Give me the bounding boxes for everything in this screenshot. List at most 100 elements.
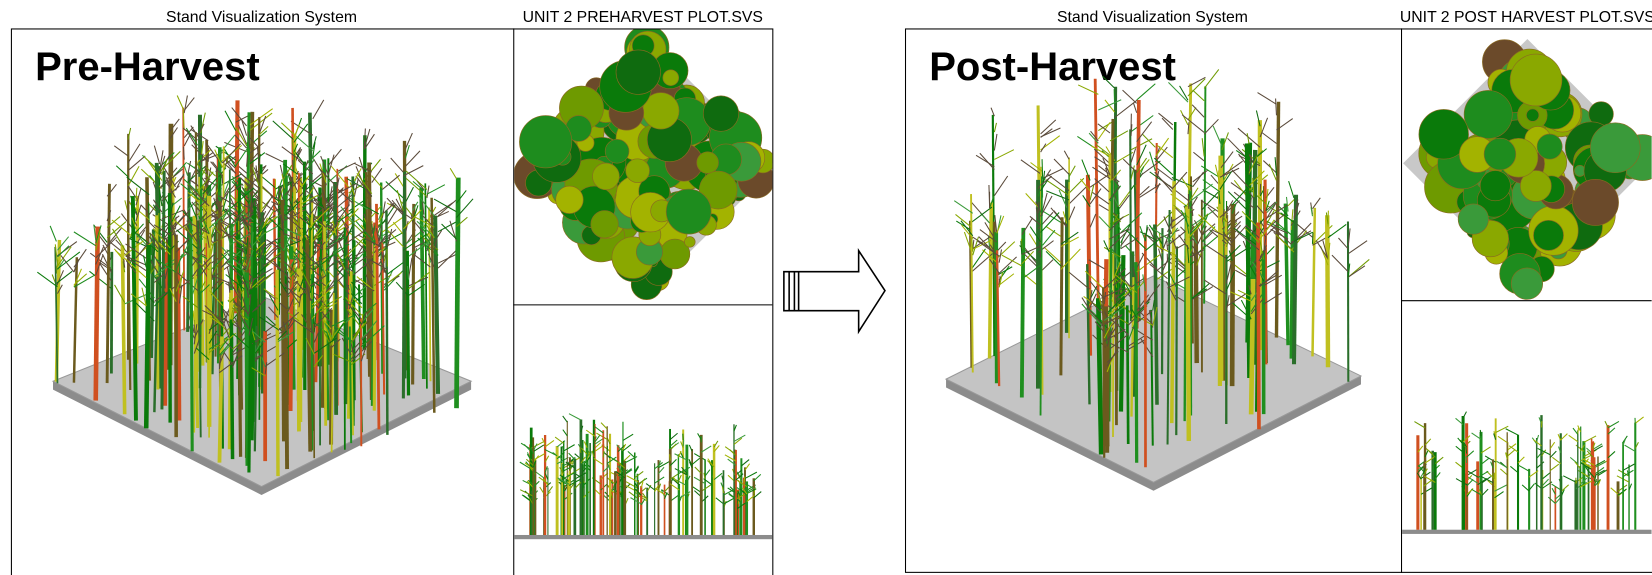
branch: [535, 472, 543, 478]
tree-trunk: [209, 318, 210, 437]
tree-trunk: [990, 203, 992, 359]
branch: [1312, 198, 1320, 209]
branch: [382, 201, 385, 217]
branch: [1348, 241, 1367, 254]
branch: [116, 166, 128, 177]
tree-trunk: [413, 204, 414, 385]
branch: [626, 485, 638, 491]
branch: [1348, 266, 1365, 277]
branch: [1562, 485, 1569, 491]
branch: [1467, 471, 1478, 477]
crown: [626, 159, 650, 183]
tree-trunk: [369, 163, 372, 400]
branch: [1022, 218, 1033, 235]
branch: [1231, 183, 1247, 195]
tree-trunk: [353, 240, 354, 426]
branch: [1061, 249, 1081, 269]
branch: [1168, 82, 1188, 102]
branch: [74, 232, 96, 246]
branch: [670, 454, 671, 460]
branch: [972, 207, 992, 222]
crown: [684, 237, 695, 248]
branch: [328, 149, 341, 165]
branch: [1570, 457, 1578, 463]
branch: [313, 100, 324, 119]
branch: [1131, 139, 1152, 150]
branch: [745, 472, 757, 478]
tree-trunk: [403, 171, 404, 398]
tree-trunk: [1258, 223, 1259, 430]
branch: [1041, 128, 1061, 137]
branch: [177, 96, 184, 112]
branch: [1064, 151, 1069, 159]
branch: [1508, 450, 1515, 456]
crown: [1533, 220, 1563, 250]
branch: [1104, 240, 1109, 252]
branch: [741, 460, 749, 466]
branch: [372, 168, 382, 182]
branch: [1584, 436, 1596, 442]
branch: [675, 454, 687, 460]
branch: [1204, 69, 1219, 88]
tree-trunk: [191, 217, 192, 451]
file-title: UNIT 2 PREHARVEST PLOT.SVS: [523, 9, 763, 26]
branch: [1338, 238, 1348, 249]
branch: [1550, 464, 1559, 470]
branch: [1550, 451, 1556, 457]
branch: [569, 414, 581, 420]
tree-trunk: [249, 289, 251, 472]
branch: [438, 249, 457, 268]
branch: [1193, 152, 1204, 161]
crown: [663, 70, 679, 86]
branch: [391, 158, 404, 172]
branch: [1478, 471, 1489, 477]
branch: [1090, 214, 1096, 227]
branch: [1522, 485, 1529, 491]
tree-trunk: [374, 245, 375, 411]
tree-trunk: [1172, 181, 1174, 423]
view-label: Post-Harvest: [929, 45, 1176, 89]
tree-trunk: [335, 182, 336, 415]
branch: [1480, 430, 1481, 436]
branch: [1202, 138, 1204, 156]
branch: [1421, 488, 1432, 494]
branch: [1500, 469, 1507, 475]
side-view: [1402, 412, 1652, 534]
branch: [50, 226, 56, 242]
tree-trunk: [1103, 287, 1104, 458]
crown: [1484, 138, 1516, 170]
branch: [1160, 179, 1171, 188]
stand-3d-view: [946, 69, 1369, 490]
branch: [1580, 481, 1592, 487]
branch: [1608, 421, 1619, 427]
branch: [1276, 98, 1277, 115]
branch: [225, 111, 236, 131]
side-view: [514, 414, 772, 539]
crown: [605, 139, 629, 163]
branch: [1197, 235, 1220, 254]
tree-trunk: [286, 289, 287, 469]
tree-trunk: [277, 270, 278, 476]
tree-trunk: [1204, 86, 1205, 303]
branch: [991, 108, 994, 116]
tree-trunk: [239, 292, 241, 456]
tree-trunk: [170, 193, 171, 423]
branch: [976, 155, 994, 166]
branch: [1498, 436, 1507, 442]
branch: [563, 430, 567, 436]
branch: [1158, 113, 1172, 125]
branch: [563, 465, 575, 471]
branch: [670, 440, 677, 446]
branch: [692, 458, 700, 464]
branch: [1508, 444, 1516, 450]
branch: [1332, 255, 1348, 272]
tree-trunk: [216, 169, 217, 357]
ground-line: [514, 535, 772, 539]
tree-trunk: [137, 196, 138, 364]
branch: [1181, 110, 1188, 125]
tree-trunk: [146, 245, 149, 428]
branch: [623, 434, 633, 440]
branch: [1482, 489, 1488, 495]
branch: [745, 464, 750, 470]
branch: [184, 165, 188, 176]
